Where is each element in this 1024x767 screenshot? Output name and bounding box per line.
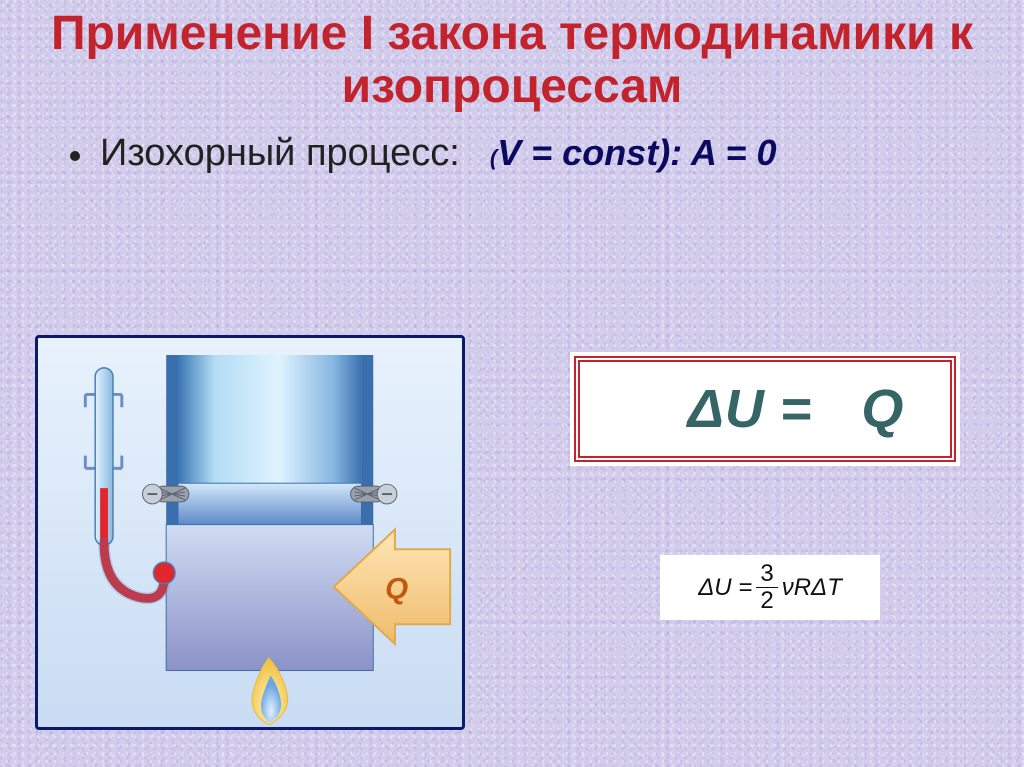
piston-bolt-left [143, 484, 189, 504]
condition-text: (V = const): A = 0 [490, 132, 777, 174]
process-label: Изохорный процесс: [100, 132, 460, 175]
delta-symbol: Δ [688, 379, 725, 439]
bullet-dot-icon [70, 151, 80, 161]
diagram-svg: Q [38, 338, 462, 727]
secondary-rhs: νRΔT [782, 574, 842, 602]
heat-arrow-label: Q [385, 573, 408, 606]
piston-bolt-right [351, 484, 397, 504]
piston [178, 483, 361, 524]
u-symbol: U [725, 379, 765, 439]
formula-space [829, 379, 861, 439]
bullet-row: Изохорный процесс: (V = const): A = 0 [0, 132, 1024, 175]
fraction-numerator: 3 [756, 561, 777, 588]
main-formula-box: ΔU = Q [570, 352, 960, 466]
thermometer-icon [85, 368, 175, 599]
cylinder-open-area [178, 355, 361, 483]
secondary-formula-box: ΔU = 3 2 νRΔT [660, 555, 880, 620]
isochoric-diagram: Q [35, 335, 465, 730]
secondary-lhs: ΔU = [698, 574, 752, 602]
main-formula-text: ΔU = Q [626, 316, 905, 502]
fraction: 3 2 [756, 561, 777, 615]
fraction-denominator: 2 [756, 588, 777, 614]
gas-region [166, 525, 373, 671]
condition-body: V = const): A = 0 [497, 132, 776, 173]
q-symbol: Q [861, 379, 904, 439]
equals-symbol: = [765, 379, 830, 439]
slide-title: Применение I закона термодинамики к изоп… [0, 0, 1024, 114]
